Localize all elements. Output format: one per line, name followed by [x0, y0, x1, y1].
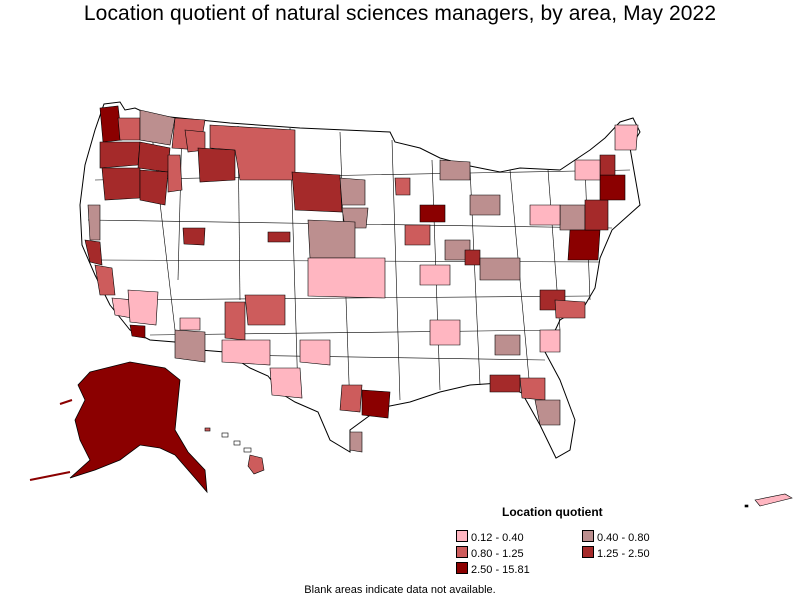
legend-label-3: 0.80 - 1.25	[471, 548, 524, 560]
legend-item-5: 2.50 - 15.81	[456, 562, 530, 576]
map-footnote: Blank areas indicate data not available.	[304, 584, 496, 596]
legend-item-1: 0.12 - 0.40	[456, 530, 524, 544]
legend-swatch-2	[582, 530, 594, 542]
legend-label-4: 1.25 - 2.50	[597, 548, 650, 560]
legend-item-4: 1.25 - 2.50	[582, 546, 650, 560]
legend-item-2: 0.40 - 0.80	[582, 530, 650, 544]
colored-areas	[84, 105, 639, 453]
legend-label-5: 2.50 - 15.81	[471, 564, 530, 576]
legend-swatch-5	[456, 562, 468, 574]
legend-swatch-3	[456, 546, 468, 558]
alaska-shape	[69, 361, 208, 494]
puerto-rico-shape	[744, 493, 793, 508]
legend-title: Location quotient	[502, 505, 603, 519]
legend-label-2: 0.40 - 0.80	[597, 532, 650, 544]
legend-item-3: 0.80 - 1.25	[456, 546, 524, 560]
hawaii-shape	[204, 427, 265, 475]
alaska-aleutians	[29, 399, 73, 481]
map-title: Location quotient of natural sciences ma…	[83, 2, 717, 25]
legend-swatch-4	[582, 546, 594, 558]
legend-label-1: 0.12 - 0.40	[471, 532, 524, 544]
legend-swatch-1	[456, 530, 468, 542]
